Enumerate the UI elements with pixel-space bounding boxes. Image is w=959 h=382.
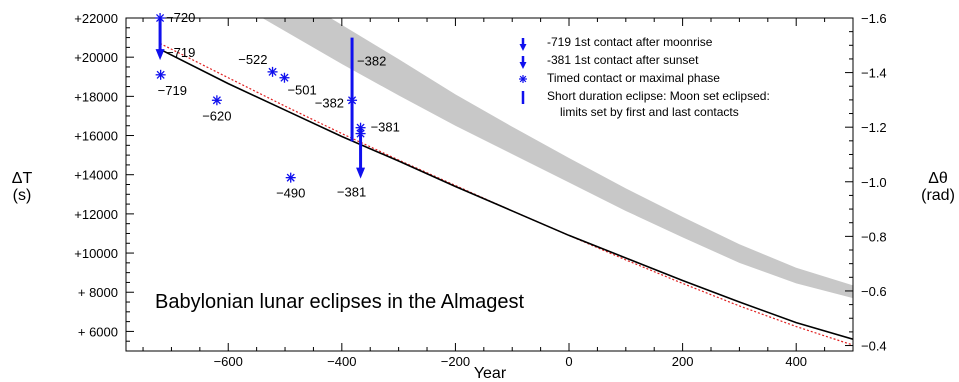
y-left-tick-label: +14000 <box>74 168 118 183</box>
x-tick-label: 0 <box>565 354 572 369</box>
star-stroke <box>356 123 365 132</box>
y-left-tick-label: +18000 <box>74 89 118 104</box>
curve-layer <box>159 42 853 346</box>
data-point <box>347 95 358 106</box>
star-stroke <box>356 129 365 138</box>
data-point <box>211 95 222 106</box>
y-right-tick-label: −0.4 <box>861 339 887 354</box>
arrow-label: −381 <box>337 185 366 200</box>
point-label: −382 <box>315 95 344 110</box>
y-right-tick-label: −1.2 <box>861 120 887 135</box>
y-right-tick-label: −0.8 <box>861 229 887 244</box>
legend-label: Short duration eclipse: Moon set eclipse… <box>547 89 770 103</box>
legend-star <box>519 75 527 83</box>
right-y-axis-title: Δθ <box>928 170 948 187</box>
y-right-tick-label: −1.0 <box>861 175 887 190</box>
legend-label: Timed contact or maximal phase <box>547 71 720 85</box>
x-tick-label: −400 <box>327 354 356 369</box>
point-label: −501 <box>287 83 316 98</box>
x-axis-title: Year <box>474 365 507 382</box>
uncertainty-band <box>262 18 853 299</box>
star-stroke <box>156 13 165 23</box>
y-left-tick-label: + 6000 <box>78 324 118 339</box>
eclipse-markers: −720 −719 −620 −522 −501 −490 −382 −381 −719 −381… <box>155 10 400 201</box>
chart-title: Babylonian lunar eclipses in the Almages… <box>155 291 525 313</box>
legend-arrow-head <box>519 62 527 69</box>
data-point <box>155 69 166 80</box>
solid-curve <box>159 48 853 341</box>
data-point <box>267 66 278 77</box>
star-stroke <box>347 96 357 105</box>
y-left-tick-label: +10000 <box>74 246 118 261</box>
y-left-tick-label: +12000 <box>74 207 118 222</box>
point-label: −490 <box>276 186 305 201</box>
right-y-axis-unit: (rad) <box>921 187 955 204</box>
contact-arrow-head <box>155 49 165 61</box>
y-right-tick-label: −1.6 <box>861 11 887 26</box>
legend-label: -381 1st contact after sunset <box>547 53 699 67</box>
data-point <box>285 172 296 183</box>
x-tick-label: 200 <box>672 354 694 369</box>
point-label: −522 <box>238 52 267 67</box>
contact-arrow-head <box>356 167 366 179</box>
dotted-curve <box>159 42 853 346</box>
y-right-tick-label: −1.4 <box>861 66 887 81</box>
point-label: −381 <box>371 120 400 135</box>
point-label: −620 <box>202 108 231 123</box>
y-left-tick-label: +20000 <box>74 50 118 65</box>
data-point <box>155 13 166 23</box>
data-point <box>355 128 366 139</box>
x-axis-ticks: −600 −400 −200 0 200 400 <box>142 18 854 369</box>
legend: -719 1st contact after moonrise -381 1st … <box>519 35 770 119</box>
left-y-axis-unit: (s) <box>13 187 32 204</box>
data-point <box>279 72 290 83</box>
star-stroke <box>286 173 295 182</box>
x-tick-label: 400 <box>785 354 807 369</box>
point-label: −719 <box>158 83 187 98</box>
left-y-axis-ticks: + 6000 + 8000 +10000 +12000 +14000 +16000 +180… <box>74 11 134 342</box>
legend-label: limits set by first and last contacts <box>560 105 739 119</box>
y-left-tick-label: + 8000 <box>78 285 118 300</box>
y-right-tick-label: −0.6 <box>861 284 887 299</box>
star-stroke <box>280 73 289 82</box>
uncertainty-band-layer <box>262 18 853 299</box>
right-y-axis-ticks: −0.4 −0.6 −0.8 −1.0 −1.2 −1.4 −1.6 <box>845 11 887 354</box>
legend-label: -719 1st contact after moonrise <box>547 35 713 49</box>
arrow-label: −719 <box>166 45 195 60</box>
y-left-tick-label: +16000 <box>74 129 118 144</box>
star-stroke <box>156 70 165 79</box>
left-y-axis-title: ΔT <box>12 170 33 187</box>
legend-arrow-head <box>519 44 527 51</box>
y-left-tick-label: +22000 <box>74 11 118 26</box>
x-tick-label: −200 <box>441 354 470 369</box>
x-tick-label: −600 <box>214 354 243 369</box>
star-stroke <box>268 67 277 76</box>
star-stroke <box>519 75 527 83</box>
bar-label: −382 <box>357 54 386 69</box>
star-stroke <box>212 96 221 105</box>
point-label: −720 <box>166 10 195 25</box>
